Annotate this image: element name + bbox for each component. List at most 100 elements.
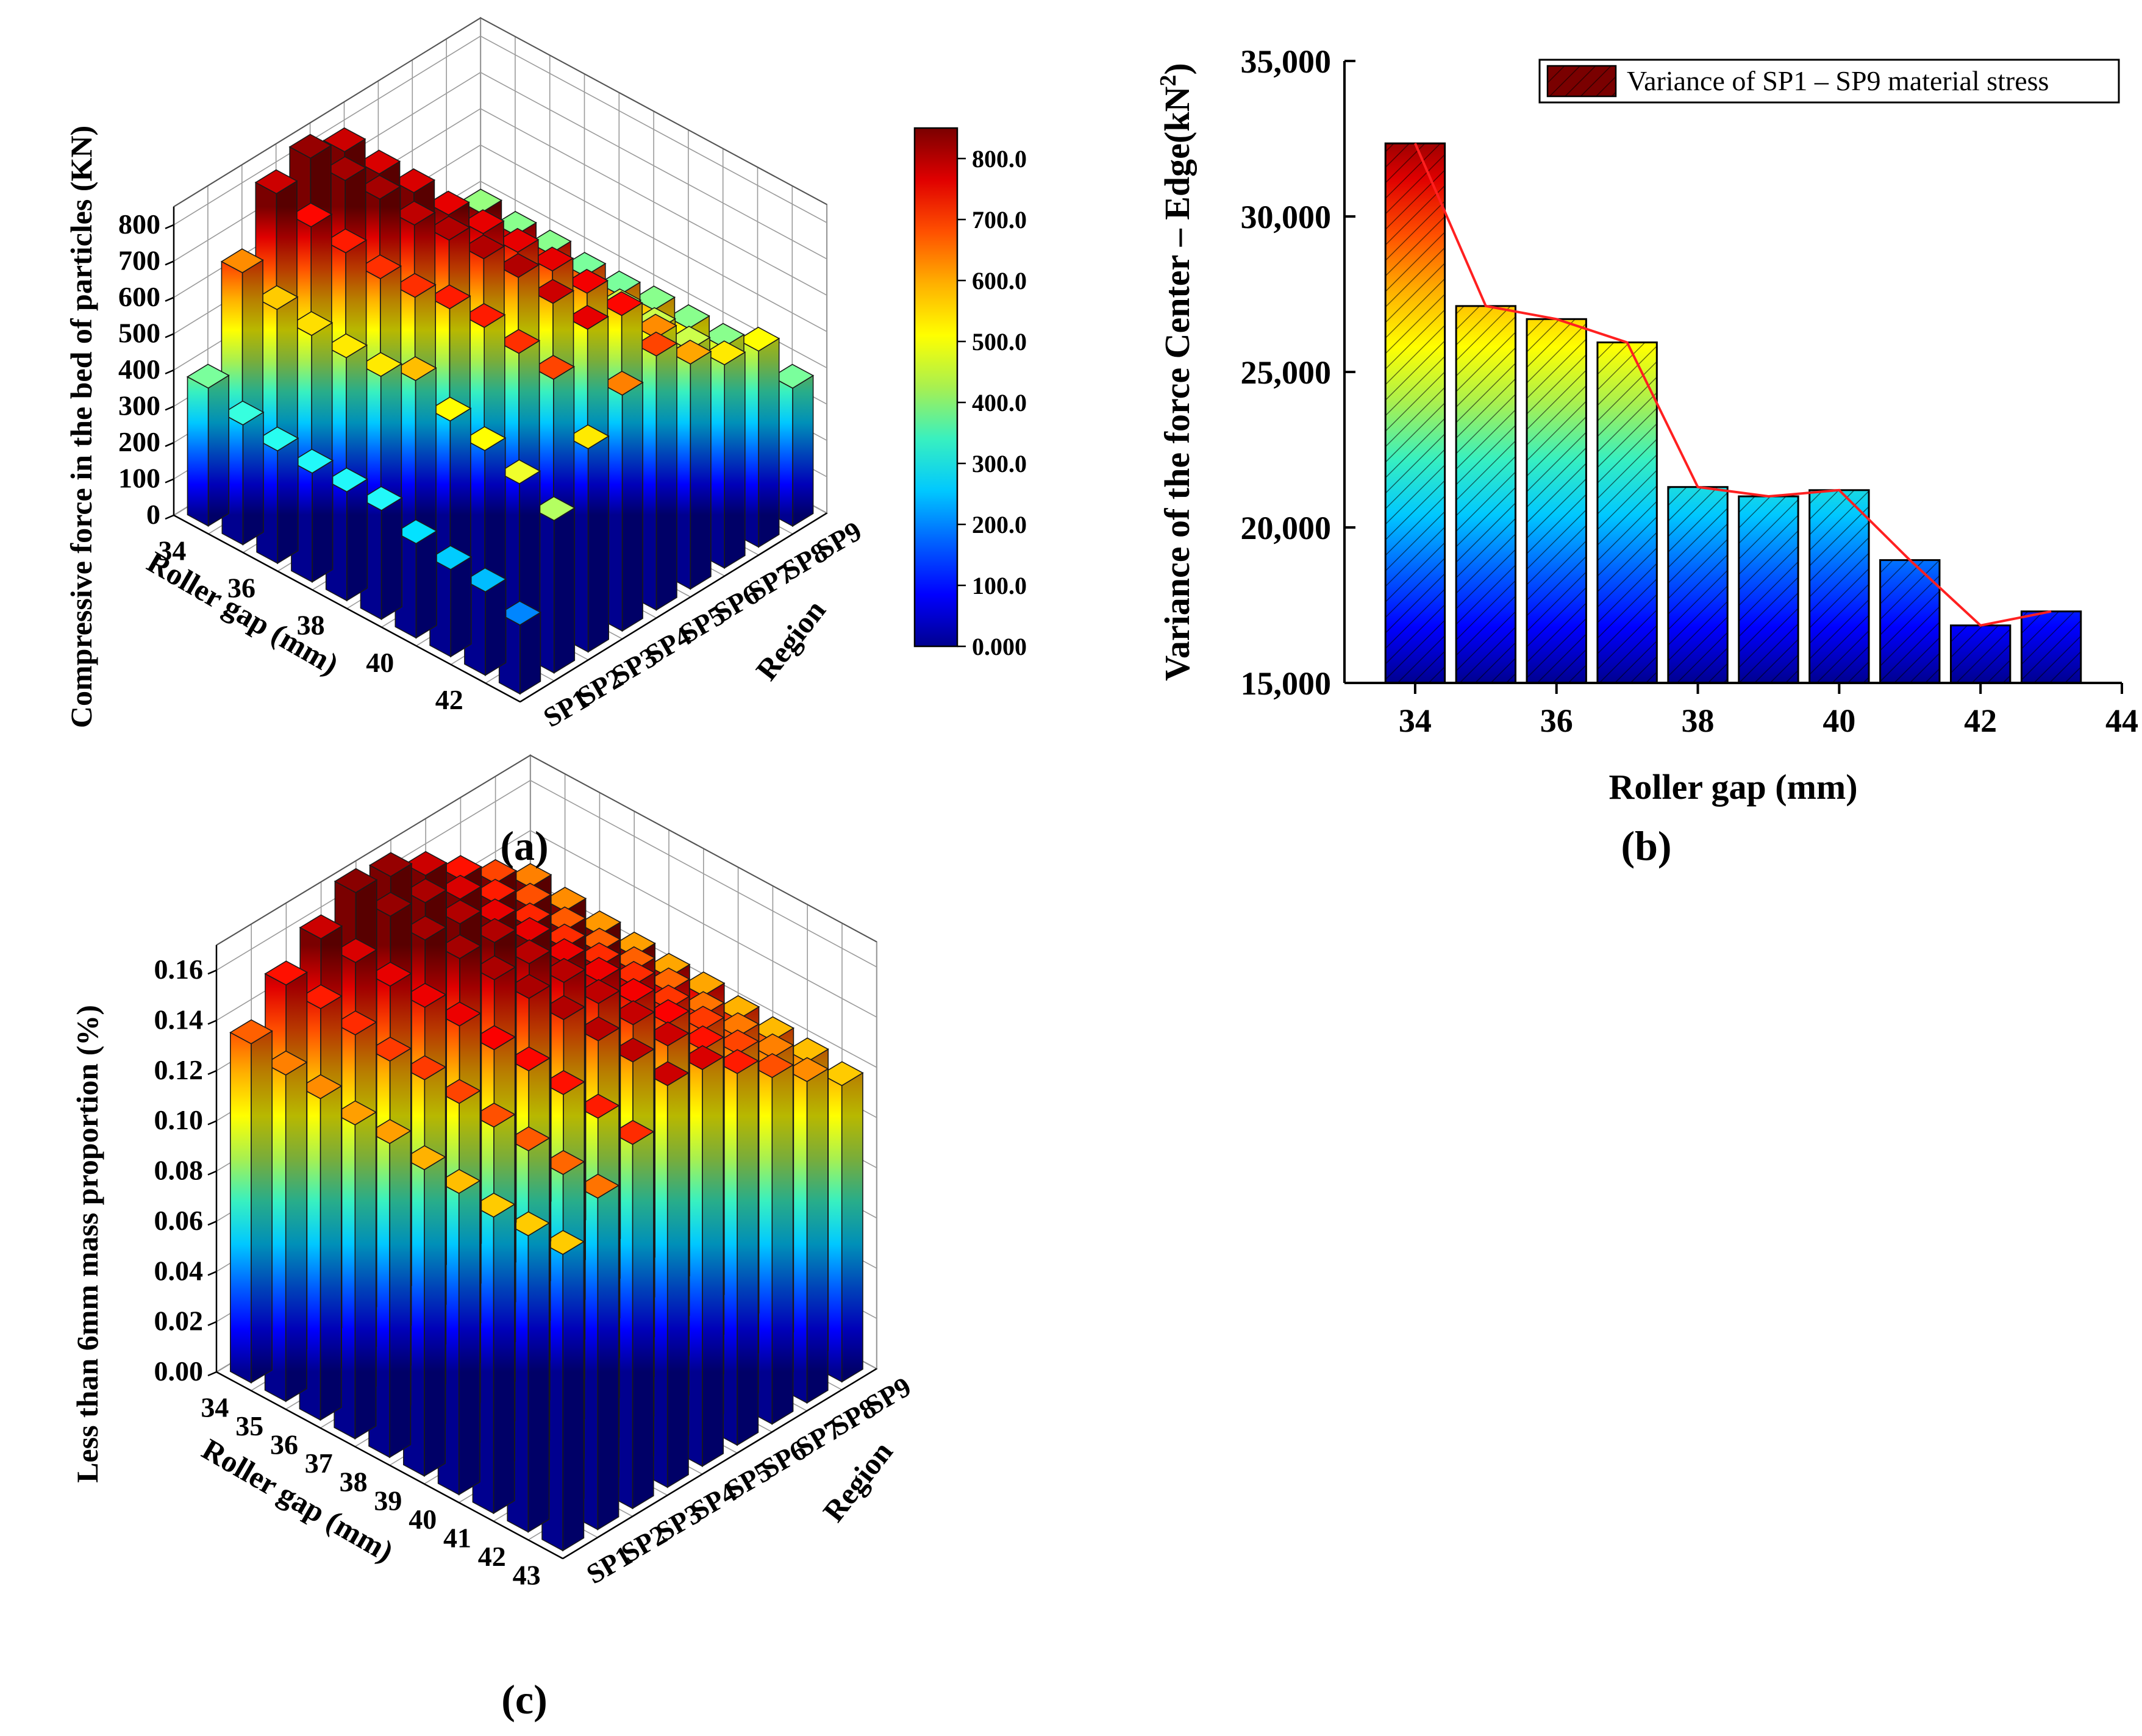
bar-top <box>497 329 541 354</box>
bar-top <box>403 915 448 941</box>
bar-top <box>221 400 265 426</box>
bar-top <box>785 1057 829 1082</box>
bar <box>186 363 230 527</box>
bar <box>1384 142 1446 684</box>
z-tick <box>165 478 174 484</box>
z-tick-label: 700 <box>118 245 160 276</box>
bar-top <box>334 938 378 963</box>
bar-top <box>496 252 540 278</box>
y-axis-title: Variance of the force Center – Edge(kN2) <box>1155 63 1197 680</box>
legend-label: Variance of SP1 – SP9 material stress <box>1627 65 2049 96</box>
colorbar-tick-label: 100.0 <box>972 572 1027 599</box>
y-tick-label: 20,000 <box>1241 510 1332 546</box>
bar-top <box>473 918 517 943</box>
z-tick-label: 0.02 <box>154 1306 204 1337</box>
bar <box>1526 318 1587 684</box>
bar-top <box>507 916 552 942</box>
y-tick-label: 35,000 <box>1241 43 1332 80</box>
x-tick-label: 36 <box>1540 702 1573 739</box>
bar <box>1879 559 1941 684</box>
panel-label-b: (b) <box>1621 823 1671 869</box>
z-tick-label: 0.12 <box>154 1054 204 1085</box>
x-tick-label: 38 <box>297 610 325 641</box>
bar-side <box>562 1240 585 1552</box>
bars <box>1384 142 2082 684</box>
bar-top <box>528 229 572 255</box>
bar-top <box>702 340 746 366</box>
bar-top <box>576 1093 620 1119</box>
z-tick <box>207 1020 217 1025</box>
bar-side <box>320 1085 342 1421</box>
bar-top <box>368 1036 412 1062</box>
bar-hatch <box>1809 490 1869 683</box>
bar-side <box>621 381 643 632</box>
bar-top <box>368 891 413 917</box>
bar-top <box>402 1145 446 1171</box>
bar-top <box>473 879 517 904</box>
z-tick-label: 100 <box>118 462 160 493</box>
bar-top <box>402 982 447 1008</box>
bar-top <box>426 190 470 216</box>
y-axis-line <box>562 1368 877 1560</box>
bar-top <box>566 424 610 449</box>
bar-side <box>207 374 230 527</box>
bar-top <box>324 228 368 254</box>
bar-top <box>290 311 334 337</box>
bar-top <box>716 1012 760 1038</box>
bar-top <box>323 127 366 152</box>
bar-top <box>507 1046 551 1072</box>
chart-b: 15,000 20,000 25,000 30,000 35,000 34 36 38 40 42… <box>1155 43 2138 807</box>
bar-top <box>220 248 264 274</box>
bar-top <box>646 967 691 993</box>
bar-top <box>471 1192 516 1218</box>
bar-top <box>437 1168 481 1194</box>
bar-side <box>758 337 780 548</box>
x-tick-label: 34 <box>201 1391 229 1423</box>
bar-top <box>299 914 343 940</box>
panel-label-a: (a) <box>500 823 548 869</box>
bar-top <box>472 1025 516 1051</box>
bars <box>229 851 864 1552</box>
x-tick-label: 38 <box>1682 702 1715 739</box>
bar-top <box>563 252 607 277</box>
z-tick <box>207 1170 217 1176</box>
bar-hatch <box>1527 319 1587 683</box>
legend-swatch-hatch <box>1548 66 1616 96</box>
bar-side <box>724 351 746 570</box>
bar <box>1667 486 1729 684</box>
bar-top <box>785 1037 829 1063</box>
bar-top <box>819 1061 864 1087</box>
bar-top <box>428 396 472 422</box>
z-tick-labels: 0 100 200 300 400 500 600 700 800 <box>118 209 174 530</box>
bar-top <box>565 304 609 330</box>
bar <box>1808 489 1870 684</box>
bar-top <box>576 1173 620 1199</box>
colorbar-tick-label: 600.0 <box>972 267 1027 295</box>
x-tick-label: 39 <box>374 1485 402 1516</box>
bar-top <box>461 209 505 235</box>
z-tick <box>207 1120 217 1126</box>
colorbar-tick-label: 300.0 <box>972 450 1027 477</box>
z-tick-label: 400 <box>118 354 160 385</box>
bar-hatch <box>1880 560 1940 683</box>
bar-top <box>392 168 436 193</box>
bar-top <box>404 851 448 876</box>
z-tick-label: 0.04 <box>154 1255 204 1286</box>
bar-top <box>299 984 343 1010</box>
bar-top <box>541 1149 585 1175</box>
bar-side <box>806 1068 829 1404</box>
bar-top <box>750 1053 794 1079</box>
bar-top <box>459 188 503 214</box>
bar-top <box>463 567 507 593</box>
bar-top <box>611 1037 655 1063</box>
bar-top <box>716 995 760 1020</box>
bar-top <box>393 273 437 298</box>
bar-top <box>498 459 541 485</box>
z-tick-label: 0.14 <box>154 1004 204 1035</box>
bar-side <box>493 1203 515 1515</box>
z-tick-label: 0.16 <box>154 954 204 985</box>
x-tick-label: 40 <box>409 1504 437 1535</box>
z-tick-label: 0 <box>146 499 160 530</box>
